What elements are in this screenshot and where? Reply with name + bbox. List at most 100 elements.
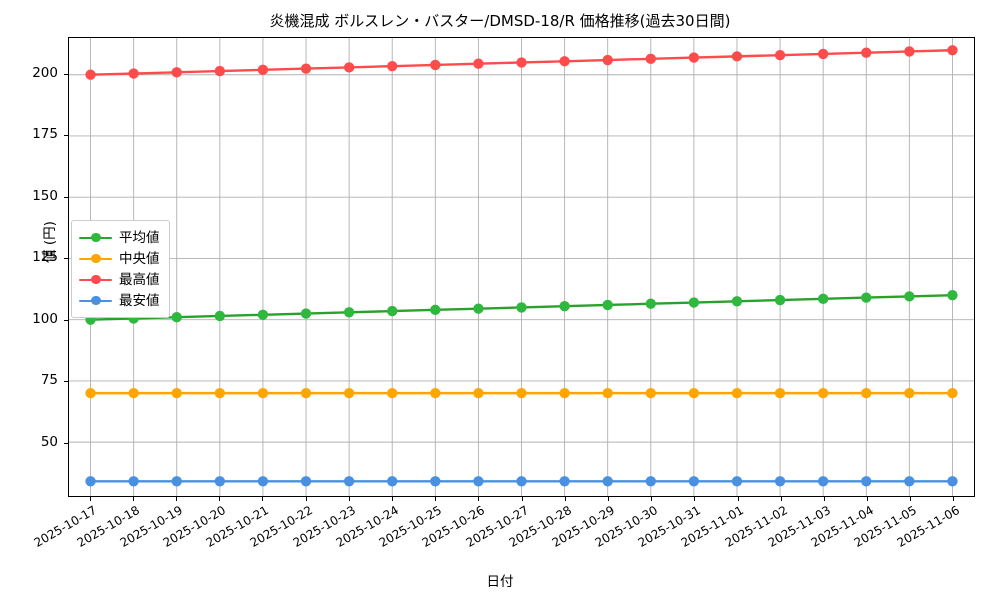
- series-point: [171, 312, 182, 323]
- series-point: [257, 476, 269, 487]
- x-tick-mark: [910, 497, 912, 501]
- x-tick-mark: [867, 497, 869, 501]
- series-point: [602, 299, 613, 311]
- series-point: [774, 49, 786, 61]
- series-point: [387, 387, 398, 399]
- series-point: [904, 291, 915, 302]
- y-tick-label: 200: [32, 64, 58, 81]
- series-point: [128, 387, 139, 399]
- series-point: [731, 51, 743, 62]
- legend-item-0[interactable]: 平均値: [79, 227, 160, 248]
- x-tick-mark: [219, 497, 221, 501]
- x-tick-mark: [89, 497, 91, 501]
- series-point: [473, 387, 484, 399]
- legend-swatch-icon: [79, 294, 112, 308]
- series-point: [817, 293, 829, 305]
- series-point: [688, 52, 700, 63]
- series-point: [559, 476, 570, 487]
- y-tick-label: 150: [32, 187, 58, 204]
- series-point: [645, 298, 656, 309]
- legend-swatch-icon: [79, 231, 112, 245]
- series-point: [861, 47, 872, 58]
- x-tick-mark: [348, 497, 350, 501]
- series-point: [861, 387, 872, 399]
- series-lines: [85, 45, 958, 487]
- series-point: [947, 289, 958, 301]
- series-point: [430, 387, 441, 399]
- series-point: [516, 387, 527, 399]
- series-point: [731, 387, 743, 399]
- series-point: [645, 53, 656, 64]
- series-point: [602, 54, 613, 66]
- series-point: [473, 303, 484, 314]
- series-point: [559, 56, 570, 67]
- y-tick-mark: [64, 196, 68, 198]
- legend-item-1[interactable]: 中央値: [79, 248, 160, 269]
- series-point: [128, 476, 139, 487]
- series-point: [257, 64, 269, 76]
- x-tick-mark: [953, 497, 955, 501]
- series-point: [688, 387, 700, 399]
- legend-swatch-icon: [79, 273, 112, 287]
- legend-label: 平均値: [119, 229, 160, 246]
- series-point: [387, 305, 398, 317]
- x-tick-mark: [262, 497, 264, 501]
- series-point: [171, 476, 182, 487]
- y-tick-label: 175: [32, 126, 58, 143]
- chart-legend: 平均値中央値 最高値最安値: [71, 220, 170, 318]
- series-point: [430, 476, 441, 487]
- series-point: [559, 301, 570, 312]
- series-point: [947, 45, 958, 56]
- series-point: [473, 476, 484, 487]
- grid-lines: [69, 38, 974, 496]
- series-point: [171, 387, 182, 399]
- series-point: [85, 476, 96, 487]
- legend-item-3[interactable]: 最安値: [79, 290, 160, 311]
- x-tick-mark: [521, 497, 523, 501]
- legend-label: 最安値: [119, 292, 160, 309]
- series-point: [128, 68, 139, 79]
- series-point: [774, 387, 786, 399]
- x-tick-mark: [651, 497, 653, 501]
- series-point: [85, 69, 96, 80]
- series-point: [645, 387, 656, 399]
- series-point: [861, 476, 872, 487]
- x-tick-label: 2025-10-17: [31, 503, 99, 550]
- series-point: [947, 476, 958, 487]
- chart-title: 炎機混成 ボルスレン・バスター/DMSD-18/R 価格推移(過去30日間): [269, 12, 731, 30]
- y-tick-mark: [64, 319, 68, 321]
- x-tick-mark: [435, 497, 437, 501]
- y-tick-label: 125: [32, 249, 58, 266]
- y-tick-mark: [64, 258, 68, 260]
- x-tick-mark: [694, 497, 696, 501]
- y-tick-mark: [64, 442, 68, 444]
- series-point: [300, 476, 312, 487]
- series-point: [904, 46, 915, 57]
- series-point: [688, 476, 700, 487]
- x-tick-mark: [391, 497, 393, 501]
- series-point: [300, 387, 312, 399]
- series-point: [343, 62, 355, 73]
- series-point: [473, 58, 484, 69]
- series-point: [257, 309, 269, 320]
- y-tick-mark: [64, 135, 68, 137]
- series-point: [731, 476, 743, 487]
- series-point: [430, 59, 441, 71]
- y-tick-label: 75: [40, 372, 58, 389]
- series-point: [774, 294, 786, 306]
- x-tick-mark: [737, 497, 739, 501]
- series-point: [214, 65, 226, 77]
- series-point: [602, 476, 613, 487]
- x-tick-mark: [478, 497, 480, 501]
- series-point: [343, 476, 355, 487]
- series-point: [817, 48, 829, 60]
- y-tick-mark: [64, 381, 68, 383]
- x-tick-mark: [823, 497, 825, 501]
- series-point: [817, 476, 829, 487]
- series-point: [559, 387, 570, 399]
- x-tick-mark: [176, 497, 178, 501]
- series-point: [516, 476, 527, 487]
- legend-item-2[interactable]: 最高値: [79, 269, 160, 290]
- series-point: [688, 297, 700, 308]
